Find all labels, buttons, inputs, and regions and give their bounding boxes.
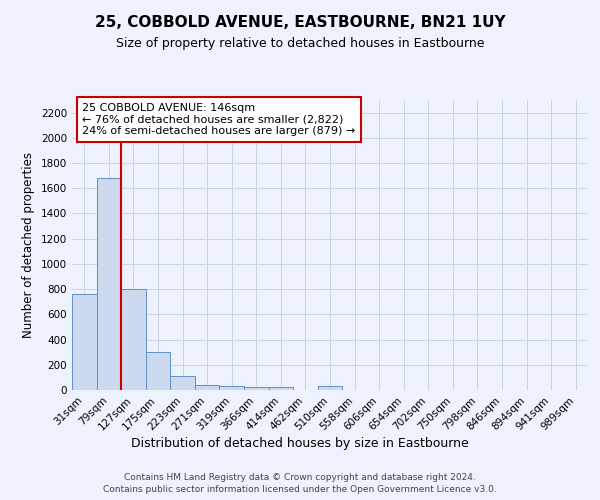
Bar xyxy=(195,385,220,390)
Bar xyxy=(244,387,269,390)
Bar xyxy=(97,178,121,390)
Bar xyxy=(170,376,195,390)
Bar xyxy=(318,386,342,390)
Text: Contains public sector information licensed under the Open Government Licence v3: Contains public sector information licen… xyxy=(103,485,497,494)
Text: Distribution of detached houses by size in Eastbourne: Distribution of detached houses by size … xyxy=(131,438,469,450)
Bar xyxy=(269,388,293,390)
Text: 25, COBBOLD AVENUE, EASTBOURNE, BN21 1UY: 25, COBBOLD AVENUE, EASTBOURNE, BN21 1UY xyxy=(95,15,505,30)
Text: Size of property relative to detached houses in Eastbourne: Size of property relative to detached ho… xyxy=(116,38,484,51)
Bar xyxy=(121,289,146,390)
Text: 25 COBBOLD AVENUE: 146sqm
← 76% of detached houses are smaller (2,822)
24% of se: 25 COBBOLD AVENUE: 146sqm ← 76% of detac… xyxy=(82,103,356,136)
Bar xyxy=(72,294,97,390)
Bar xyxy=(146,352,170,390)
Text: Contains HM Land Registry data © Crown copyright and database right 2024.: Contains HM Land Registry data © Crown c… xyxy=(124,472,476,482)
Y-axis label: Number of detached properties: Number of detached properties xyxy=(22,152,35,338)
Bar xyxy=(220,386,244,390)
